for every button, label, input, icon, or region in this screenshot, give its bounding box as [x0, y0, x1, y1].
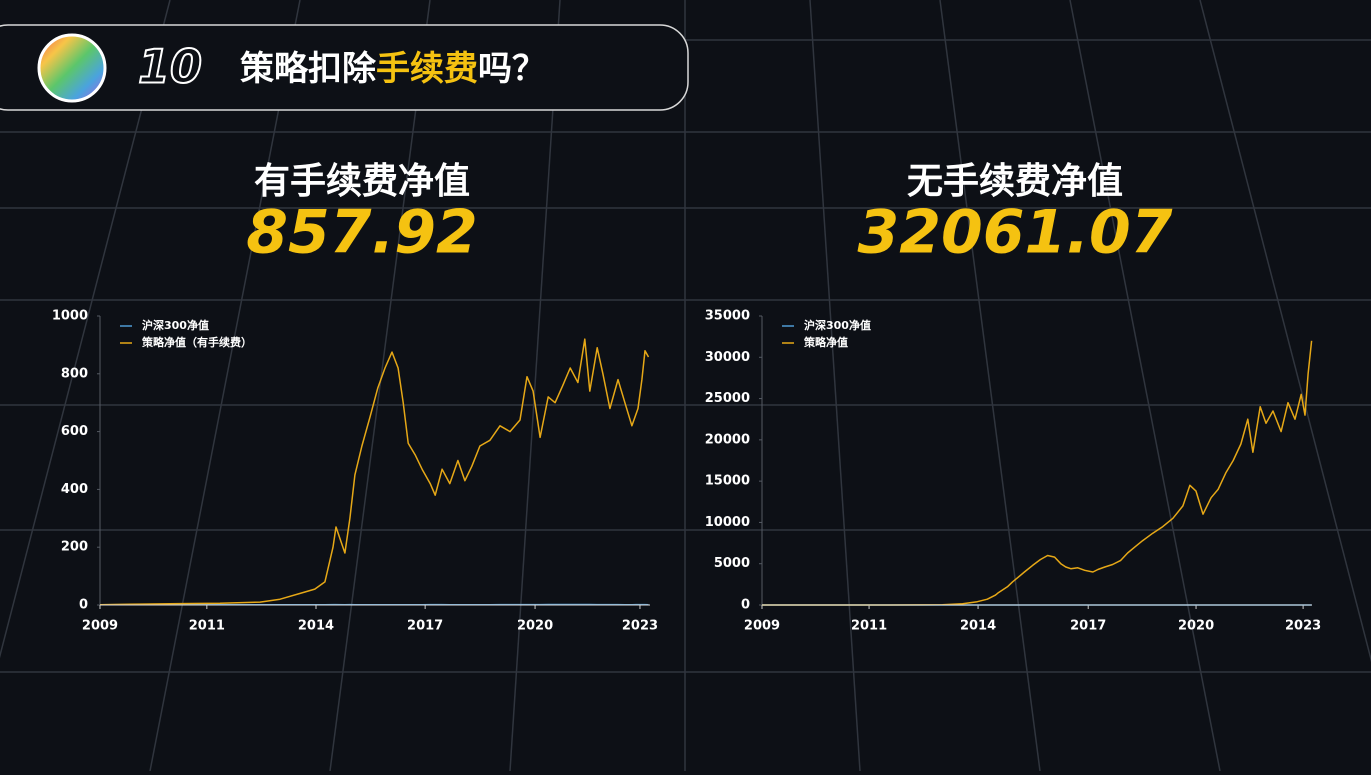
y-tick-label: 10000 [705, 515, 750, 530]
x-tick-label: 2009 [82, 619, 118, 634]
header-title: 策略扣除手续费吗？ [240, 49, 546, 89]
y-tick-label: 20000 [705, 432, 750, 447]
y-tick-label: 1000 [52, 309, 88, 324]
y-tick-label: 0 [741, 598, 750, 613]
legend-label: 策略净值 [803, 335, 848, 349]
x-tick-label: 2011 [851, 619, 887, 634]
legend-label: 沪深300净值 [142, 318, 209, 332]
y-tick-label: 400 [61, 482, 88, 497]
panel-value: 32061.07 [857, 198, 1172, 268]
x-tick-label: 2009 [744, 619, 780, 634]
x-tick-label: 2014 [960, 619, 996, 634]
y-tick-label: 800 [61, 366, 88, 381]
logo [39, 35, 105, 101]
series-line [100, 339, 649, 605]
title-part: 吗？ [478, 49, 546, 89]
legend-label: 策略净值（有手续费） [141, 335, 252, 349]
legend-label: 沪深300净值 [804, 318, 871, 332]
section-number: 10 [138, 40, 202, 94]
x-tick-label: 2014 [298, 619, 334, 634]
x-tick-label: 2023 [622, 619, 658, 634]
panel-title: 有手续费净值 [254, 161, 470, 202]
y-tick-label: 0 [79, 598, 88, 613]
x-tick-label: 2017 [1070, 619, 1106, 634]
panel-title: 无手续费净值 [907, 161, 1123, 202]
x-tick-label: 2011 [189, 619, 225, 634]
y-tick-label: 25000 [705, 391, 750, 406]
x-tick-label: 2023 [1285, 619, 1321, 634]
y-tick-label: 600 [61, 424, 88, 439]
title-part: 策略扣除 [240, 49, 377, 89]
y-tick-label: 35000 [705, 309, 750, 324]
x-tick-label: 2017 [407, 619, 443, 634]
x-tick-label: 2020 [517, 619, 553, 634]
title-highlight: 手续费 [376, 49, 478, 89]
series-line [762, 341, 1312, 605]
y-tick-label: 30000 [705, 350, 750, 365]
panel-value: 857.92 [246, 198, 478, 268]
y-tick-label: 15000 [705, 474, 750, 489]
x-tick-label: 2020 [1178, 619, 1214, 634]
y-tick-label: 5000 [714, 556, 750, 571]
y-tick-label: 200 [61, 540, 88, 555]
